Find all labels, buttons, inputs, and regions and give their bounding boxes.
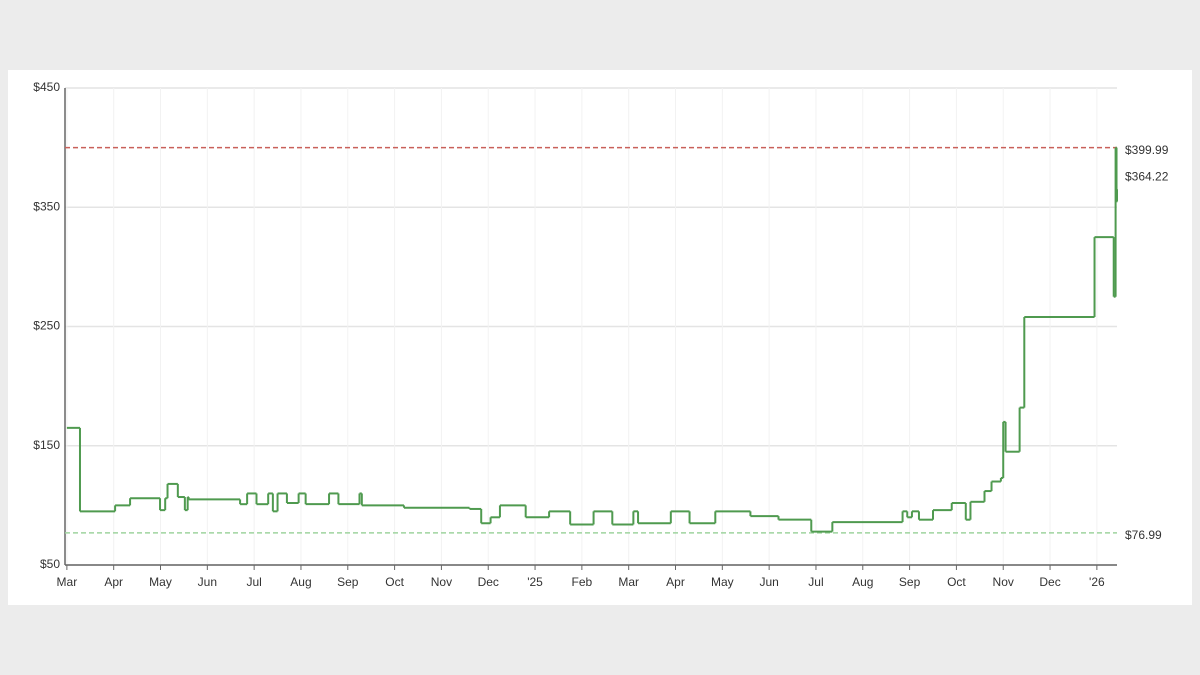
x-tick-label: '26 [1089,575,1105,589]
x-tick-label: May [711,575,734,589]
x-tick-label: Jun [198,575,217,589]
x-tick-label: Jun [759,575,778,589]
x-tick-label: Sep [337,575,359,589]
y-tick-label: $150 [33,438,60,452]
x-tick-label: Aug [852,575,873,589]
x-tick-label: Nov [431,575,452,589]
x-tick-label: Aug [290,575,311,589]
x-tick-label: Nov [993,575,1014,589]
y-tick-label: $450 [33,80,60,94]
x-tick-label: May [149,575,172,589]
x-tick-label: Sep [899,575,921,589]
x-tick-label: Feb [572,575,593,589]
x-tick-label: '25 [527,575,543,589]
x-tick-label: Jul [808,575,823,589]
x-tick-label: Dec [478,575,499,589]
x-tick-label: Apr [666,575,685,589]
x-tick-label: Jul [246,575,261,589]
current-price-label: $364.22 [1125,169,1169,183]
x-tick-label: Oct [947,575,966,589]
x-tick-label: Apr [104,575,123,589]
reference-label: $399.99 [1125,143,1169,157]
y-tick-label: $350 [33,199,60,213]
x-tick-label: Dec [1039,575,1060,589]
reference-label: $76.99 [1125,528,1162,542]
y-tick-label: $250 [33,319,60,333]
x-tick-label: Mar [618,575,639,589]
panel [8,70,1192,605]
x-tick-label: Mar [57,575,78,589]
y-tick-label: $50 [40,557,60,571]
x-tick-label: Oct [385,575,404,589]
